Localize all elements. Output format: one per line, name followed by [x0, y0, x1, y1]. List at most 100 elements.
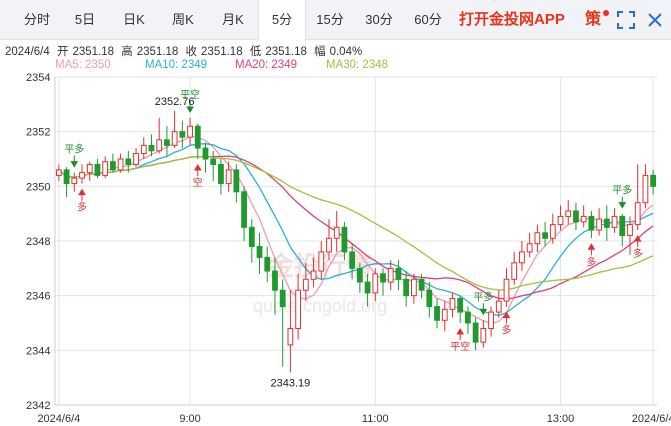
tab-7[interactable]: 30分 [365, 12, 393, 27]
candle-76 [642, 164, 649, 209]
candle-body-74 [627, 224, 633, 237]
candle-68 [580, 205, 587, 228]
candle-body-13 [156, 139, 163, 152]
candle-30 [287, 290, 294, 373]
candle-body-31 [295, 289, 302, 329]
candle-body-58 [503, 278, 510, 302]
candle-6 [102, 156, 109, 179]
candle-40 [364, 273, 371, 307]
open-app-link[interactable]: 打开金投网APP [459, 11, 565, 28]
candle-body-23 [233, 169, 240, 193]
candle-37 [341, 221, 348, 261]
signal-3: 空 [193, 164, 203, 189]
signal-2: 平空 [180, 88, 200, 113]
candle-body-16 [179, 131, 186, 138]
candle-53 [465, 306, 471, 334]
candle-body-55 [480, 327, 487, 343]
candle-body-51 [449, 297, 456, 310]
signal-label-7: 多 [586, 255, 596, 268]
x-tick-label-2: 11:00 [362, 413, 389, 425]
candle-41 [372, 268, 379, 302]
candle-body-43 [387, 267, 394, 283]
signal-arrow-2 [186, 101, 194, 113]
candle-body-0 [55, 169, 62, 176]
tab-5[interactable]: 5分 [258, 0, 306, 41]
candle-body-53 [465, 311, 471, 324]
candle-5 [94, 159, 101, 179]
y-tick-label-3: 2348 [26, 236, 50, 248]
candle-29 [279, 279, 286, 367]
candle-20 [210, 150, 217, 181]
candle-body-52 [457, 297, 464, 313]
tab-3[interactable]: 周K [172, 12, 194, 27]
signal-label-3: 空 [193, 176, 203, 189]
high-annotation: 2352.76 [155, 96, 195, 108]
candle-1 [63, 167, 70, 198]
candle-77 [650, 169, 657, 195]
signal-arrow-8 [618, 196, 627, 209]
candle-71 [603, 205, 610, 241]
candle-body-37 [341, 226, 348, 253]
candle-body-46 [410, 278, 417, 297]
candle-body-6 [102, 161, 109, 176]
ma10-line [58, 143, 654, 316]
candle-70 [596, 208, 603, 236]
candle-36 [333, 210, 340, 252]
strategy-button[interactable]: 策 [585, 11, 602, 28]
candle-body-45 [403, 278, 410, 297]
candle-body-18 [194, 125, 201, 149]
tab-4[interactable]: 月K [222, 12, 244, 27]
candle-body-12 [148, 144, 155, 152]
signal-arrow-7 [587, 243, 596, 256]
info-amp-label: 幅 [314, 46, 326, 58]
close-icon[interactable] [646, 11, 664, 29]
y-tick-label-2: 2346 [26, 291, 50, 303]
signal-4: 平空 [450, 328, 470, 353]
candle-31 [295, 273, 302, 340]
candle-body-67 [573, 210, 579, 223]
candle-body-32 [302, 278, 309, 291]
candle-body-14 [164, 139, 170, 146]
candle-body-75 [634, 202, 641, 226]
candle-47 [418, 273, 425, 299]
candle-66 [565, 200, 572, 225]
info-close: 2351.18 [201, 46, 243, 58]
tab-0[interactable]: 分时 [23, 12, 50, 27]
candle-body-8 [117, 158, 124, 171]
expand-icon[interactable] [617, 11, 635, 29]
candle-7 [109, 153, 116, 173]
candle-body-28 [272, 270, 278, 291]
ma20-legend: MA20: 2349 [235, 59, 298, 71]
candle-65 [557, 205, 564, 231]
candle-body-65 [557, 215, 564, 226]
candle-33 [310, 257, 317, 288]
y-tick-label-6: 2354 [26, 72, 50, 84]
candle-body-4 [86, 163, 93, 174]
candle-16 [179, 120, 186, 149]
candle-50 [441, 301, 448, 332]
x-axis-labels: 2024/6/4 9:00 11:00 13:00 2024/6/4 [37, 413, 671, 425]
tab-6[interactable]: 15分 [316, 12, 344, 27]
tab-2[interactable]: 日K [123, 12, 145, 27]
candle-body-15 [171, 131, 178, 146]
tab-1[interactable]: 5日 [74, 12, 96, 27]
candle-body-33 [310, 270, 317, 280]
signal-5: 平多 [473, 290, 493, 316]
candle-15 [171, 110, 178, 149]
tab-8[interactable]: 60分 [414, 12, 442, 27]
candle-body-42 [380, 273, 386, 283]
candle-body-73 [619, 215, 626, 237]
candle-57 [495, 290, 502, 318]
candle-22 [225, 161, 232, 192]
candle-51 [449, 292, 456, 318]
info-close-label: 收 [185, 46, 198, 58]
candle-75 [634, 164, 641, 231]
candle-body-70 [596, 218, 603, 231]
info-low-label: 低 [249, 46, 262, 58]
candle-58 [503, 268, 510, 307]
candle-74 [627, 216, 633, 255]
candle-45 [403, 271, 410, 307]
candle-14 [164, 126, 170, 157]
candle-body-27 [264, 256, 271, 272]
candle-21 [218, 159, 224, 195]
